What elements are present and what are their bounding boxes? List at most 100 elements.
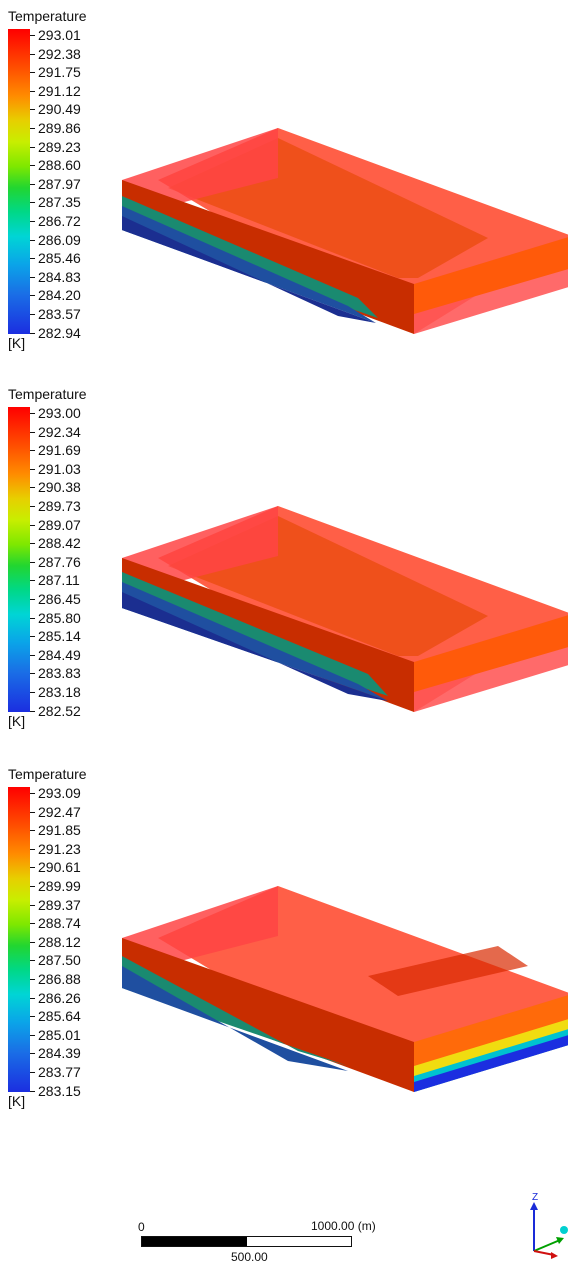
legend-tick-label: 288.12 [38,933,81,950]
legend-tick-mark [30,636,35,638]
legend-tick-label: 286.26 [38,989,81,1006]
legend-tick-mark [30,109,35,111]
legend-tick-label: 292.38 [38,45,81,62]
legend-tick-label: 293.01 [38,27,81,43]
legend-tick-label: 291.12 [38,82,81,99]
legend-tick-mark [30,793,35,794]
legend-tick-label: 285.01 [38,1026,81,1043]
legend-tick-mark [30,1016,35,1018]
legend-tick-mark [30,221,35,222]
legend-tick-label: 284.20 [38,287,81,304]
legend-tick-mark [30,450,35,452]
legend-tick-label: 290.49 [38,101,81,118]
legend-tick-mark [30,295,35,297]
legend-tick-label: 286.72 [38,213,81,229]
legend-unit: [K] [8,713,26,729]
temperature-contour-view[interactable] [118,118,568,340]
contour-panel-3: Temperature 293.09 292.47 291.85 291.23 290.… [0,766,568,1144]
legend-tick-mark [30,506,35,507]
legend-tick-mark [30,673,35,675]
legend-tick-mark [30,413,35,414]
legend-title: Temperature [8,8,87,24]
legend-tick-label: 287.97 [38,175,81,192]
legend-tick-mark [30,1090,35,1092]
legend-tick-label: 283.57 [38,306,81,322]
legend-tick-label: 287.11 [38,572,80,589]
legend-tick-mark [30,830,35,832]
legend-tick-mark [30,979,35,980]
legend-tick-mark [30,692,35,693]
color-legend-bar [8,787,30,1092]
legend-tick-label: 288.42 [38,535,81,552]
legend-tick-label: 282.52 [38,702,81,719]
legend-tick-mark [30,848,35,850]
legend-tick-label: 289.37 [38,896,81,913]
legend-title: Temperature [8,766,87,782]
legend-tick-mark [30,314,35,315]
legend-tick-mark [30,332,35,334]
legend-tick-mark [30,468,35,470]
legend-tick-label: 289.86 [38,120,81,136]
legend-tick-label: 289.99 [38,878,81,894]
legend-tick-label: 288.74 [38,915,81,932]
legend-tick-label: 291.85 [38,822,81,839]
legend-tick-label: 292.34 [38,423,81,440]
z-axis-label: Z [532,1192,538,1203]
legend-tick-label: 293.09 [38,785,81,801]
legend-tick-mark [30,1053,35,1055]
legend-title: Temperature [8,386,87,402]
legend-tick-mark [30,599,35,600]
color-legend-bar [8,29,30,334]
legend-tick-mark [30,561,35,563]
legend-tick-mark [30,431,35,433]
legend-tick-label: 283.15 [38,1082,81,1099]
scale-max-label: 1000.00 (m) [311,1219,376,1233]
legend-tick-label: 287.76 [38,553,81,570]
legend-tick-mark [30,997,35,999]
temperature-contour-view[interactable] [118,876,568,1098]
legend-tick-label: 289.07 [38,516,81,533]
legend-tick-mark [30,886,35,887]
legend-tick-label: 291.23 [38,840,81,857]
legend-tick-label: 285.14 [38,628,81,645]
legend-tick-mark [30,202,35,204]
legend-unit: [K] [8,1093,26,1109]
legend-tick-label: 284.83 [38,268,81,285]
legend-tick-label: 291.69 [38,442,81,459]
legend-tick-mark [30,183,35,185]
temperature-contour-view[interactable] [118,496,568,718]
contour-panel-2: Temperature 293.00 292.34 291.69 291.03 290.… [0,386,568,764]
scale-bar [141,1236,352,1247]
legend-tick-mark [30,128,35,129]
legend-tick-mark [30,543,35,545]
legend-tick-label: 287.50 [38,952,81,969]
legend-tick-label: 284.39 [38,1045,81,1062]
legend-tick-label: 284.49 [38,646,81,663]
legend-tick-label: 289.73 [38,498,81,514]
legend-tick-label: 286.09 [38,231,81,248]
legend-tick-label: 292.47 [38,803,81,820]
scale-zero-label: 0 [138,1220,145,1234]
legend-unit: [K] [8,335,26,351]
legend-tick-label: 291.75 [38,64,81,81]
legend-tick-mark [30,146,35,148]
legend-tick-label: 287.35 [38,194,81,211]
legend-tick-mark [30,867,35,869]
legend-tick-mark [30,165,35,167]
legend-tick-label: 290.61 [38,859,81,876]
legend-tick-mark [30,1072,35,1073]
legend-tick-label: 285.46 [38,250,81,267]
contour-panel-1: Temperature 293.01 292.38 291.75 291.12 290.… [0,8,568,386]
legend-tick-label: 290.38 [38,479,81,496]
legend-tick-label: 283.77 [38,1064,81,1080]
legend-tick-label: 282.94 [38,324,81,341]
legend-tick-mark [30,811,35,813]
legend-tick-mark [30,710,35,712]
legend-tick-label: 291.03 [38,460,81,477]
legend-tick-mark [30,258,35,260]
legend-tick-mark [30,90,35,92]
legend-tick-mark [30,654,35,656]
legend-tick-label: 289.23 [38,138,81,155]
legend-tick-label: 286.45 [38,591,81,607]
legend-tick-label: 288.60 [38,157,81,174]
